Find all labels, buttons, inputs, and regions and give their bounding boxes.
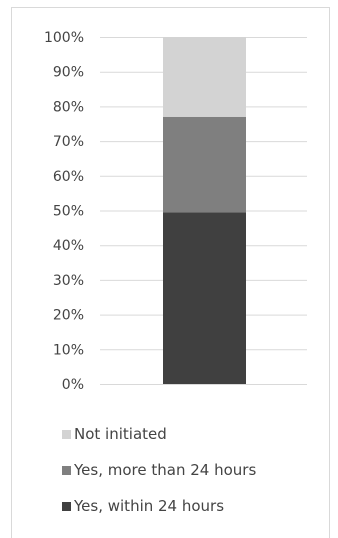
y-tick-label: 40% xyxy=(53,238,84,254)
y-tick-label: 100% xyxy=(44,30,84,46)
legend-item-not-initiated: Not initiated xyxy=(62,424,167,444)
bar-stack xyxy=(163,37,246,384)
bar-segment-yes-within-24-hours xyxy=(163,212,246,384)
y-tick-label: 30% xyxy=(53,273,84,289)
bar-segment-not-initiated xyxy=(163,37,246,117)
legend-label: Yes, within 24 hours xyxy=(74,497,225,515)
y-tick-label: 0% xyxy=(62,377,84,393)
legend-label: Not initiated xyxy=(74,425,167,443)
legend-swatch xyxy=(62,502,71,511)
legend-swatch xyxy=(62,430,71,439)
legend-swatch xyxy=(62,466,71,475)
bar-segment-yes-more-than-24-hours xyxy=(163,116,246,213)
legend-label: Yes, more than 24 hours xyxy=(74,461,257,479)
y-tick-label: 10% xyxy=(53,342,84,358)
y-axis-tick-labels: 0% 10% 20% 30% 40% 50% 60% 70% 80% 90% 100% xyxy=(44,30,84,393)
y-tick-label: 50% xyxy=(53,204,84,220)
legend-item-yes-within-24-hours: Yes, within 24 hours xyxy=(62,496,224,516)
y-tick-label: 80% xyxy=(53,99,84,115)
y-tick-label: 90% xyxy=(53,65,84,81)
legend-item-yes-more-than-24-hours: Yes, more than 24 hours xyxy=(62,460,256,480)
y-tick-label: 20% xyxy=(53,308,84,324)
y-tick-label: 70% xyxy=(53,134,84,150)
y-tick-label: 60% xyxy=(53,169,84,185)
